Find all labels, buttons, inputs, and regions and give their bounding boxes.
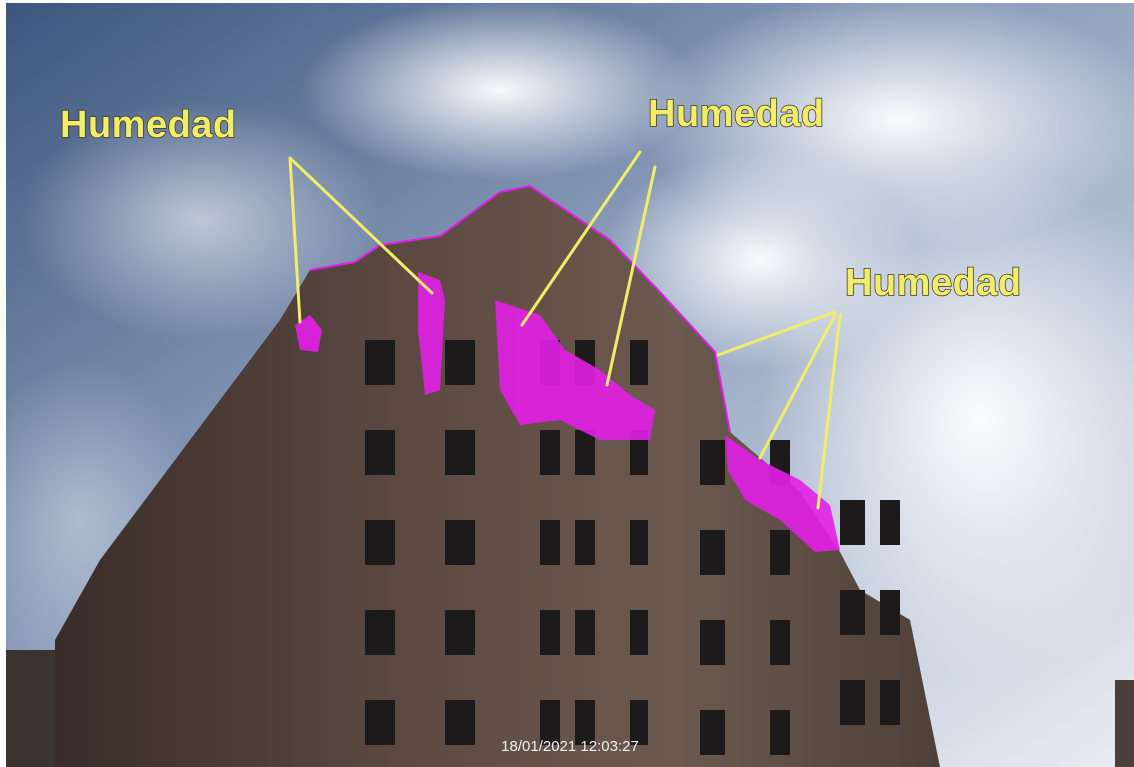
photo: Humedad Humedad Humedad 18/01/2021 12:03… xyxy=(0,0,1134,767)
window xyxy=(445,340,475,385)
window xyxy=(880,680,900,725)
window xyxy=(575,520,595,565)
window xyxy=(540,610,560,655)
window xyxy=(630,610,648,655)
window xyxy=(365,340,395,385)
window xyxy=(365,430,395,475)
window xyxy=(445,520,475,565)
window xyxy=(840,500,865,545)
window xyxy=(445,610,475,655)
page: Humedad Humedad Humedad 18/01/2021 12:03… xyxy=(0,0,1134,767)
window xyxy=(575,430,595,475)
window xyxy=(540,520,560,565)
window xyxy=(365,610,395,655)
window xyxy=(630,520,648,565)
window xyxy=(700,530,725,575)
window xyxy=(540,430,560,475)
annotation-label: Humedad xyxy=(648,93,825,135)
window xyxy=(700,710,725,755)
window xyxy=(700,620,725,665)
window xyxy=(445,700,475,745)
window xyxy=(445,430,475,475)
window xyxy=(880,590,900,635)
window xyxy=(365,700,395,745)
window xyxy=(770,620,790,665)
annotation-label: Humedad xyxy=(60,104,237,146)
left-building xyxy=(6,650,56,767)
window xyxy=(840,680,865,725)
window xyxy=(880,500,900,545)
right-building xyxy=(1115,680,1134,767)
window xyxy=(770,530,790,575)
annotation-label: Humedad xyxy=(845,262,1022,304)
window xyxy=(840,590,865,635)
window xyxy=(700,440,725,485)
timestamp: 18/01/2021 12:03:27 xyxy=(501,738,639,755)
window xyxy=(630,340,648,385)
window xyxy=(575,610,595,655)
window xyxy=(770,710,790,755)
window xyxy=(365,520,395,565)
